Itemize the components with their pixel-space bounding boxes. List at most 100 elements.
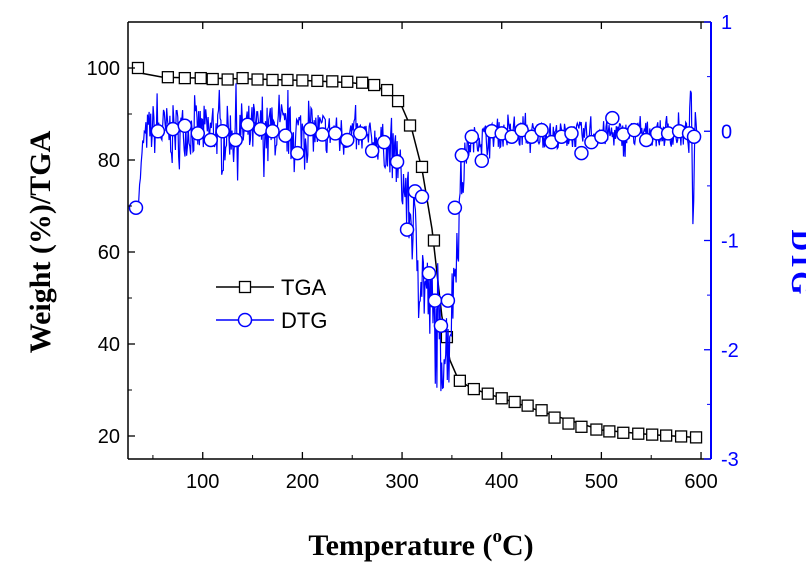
tga-point <box>281 73 294 87</box>
tga-point <box>535 404 548 417</box>
tga-point <box>521 399 534 412</box>
legend-tga-marker <box>238 280 252 294</box>
y-tick-label: 20 <box>98 426 120 448</box>
y2-axis-title: DTG <box>785 229 806 294</box>
dtg-point <box>328 126 343 141</box>
y-tick-label: 80 <box>98 150 120 172</box>
tga-point <box>617 426 630 439</box>
tga-point <box>403 119 417 132</box>
dtg-point <box>177 118 193 134</box>
tga-point <box>236 71 249 85</box>
dtg-point <box>128 200 144 215</box>
tga-point <box>674 430 688 443</box>
x-tick-label: 600 <box>684 471 717 493</box>
dtg-point <box>303 121 318 137</box>
dtg-point <box>253 121 268 137</box>
dtg-point <box>564 126 579 141</box>
tga-point <box>311 74 324 88</box>
tga-point <box>178 71 191 85</box>
tga-point <box>380 83 394 97</box>
x-tick-label: 400 <box>485 471 518 493</box>
dtg-point <box>686 129 702 144</box>
tga-point <box>508 395 521 409</box>
tga-point <box>296 74 309 87</box>
tga-point <box>427 234 441 247</box>
dtg-point <box>240 117 255 132</box>
y-tick-label: 100 <box>87 58 120 80</box>
tga-point <box>590 423 603 436</box>
dtg-point <box>190 126 206 141</box>
tga-point <box>206 72 219 86</box>
legend-dtg-marker <box>237 312 253 328</box>
legend: TGA DTG <box>216 275 327 333</box>
dtg-point <box>433 318 449 333</box>
tga-point <box>221 73 234 86</box>
dtg-point <box>514 122 529 138</box>
dtg-point <box>215 124 230 139</box>
tga-point <box>356 76 369 89</box>
y2-tick-label: -3 <box>721 449 739 471</box>
tga-point <box>266 73 279 87</box>
tga-point <box>632 427 645 440</box>
legend-dtg-label: DTG <box>281 308 327 333</box>
dtg-point <box>574 145 589 161</box>
tga-point <box>391 94 405 108</box>
dtg-point <box>228 132 243 148</box>
dtg-point <box>290 145 305 161</box>
axes: 100 200 300 400 500 600 20 40 60 80 100 -3 -2 -1 0 1 <box>87 12 739 493</box>
dtg-point <box>627 122 642 138</box>
dtg-point <box>464 129 480 144</box>
x-tick-label: 200 <box>286 471 319 493</box>
tga-point <box>481 387 494 400</box>
tga-point <box>341 75 354 88</box>
dtg-series <box>128 83 702 392</box>
dtg-point <box>504 129 519 144</box>
y2-tick-label: 1 <box>721 12 732 34</box>
dtg-point <box>524 129 539 144</box>
dtg-point <box>638 132 654 148</box>
dtg-point <box>447 200 463 215</box>
tga-point <box>562 417 575 430</box>
dtg-point <box>534 122 549 138</box>
x-tick-label: 300 <box>385 471 418 493</box>
tga-point <box>575 420 588 433</box>
tga-point <box>495 392 508 405</box>
tga-point <box>548 411 561 424</box>
dtg-point <box>474 153 490 168</box>
dtg-point <box>339 132 355 148</box>
dtg-point <box>427 293 443 308</box>
dtg-point <box>421 266 437 281</box>
dtg-point <box>315 127 330 142</box>
dtg-point <box>376 134 392 150</box>
dtg-point <box>605 110 620 126</box>
tga-point <box>415 160 429 174</box>
tga-point <box>326 75 339 88</box>
y2-tick-label: -1 <box>721 231 739 253</box>
dtg-point <box>594 129 609 144</box>
tga-point <box>646 428 659 441</box>
tga-point <box>161 71 175 84</box>
dtg-point <box>278 128 293 143</box>
tga-point <box>453 374 467 387</box>
y2-tick-label: 0 <box>721 121 732 143</box>
y2-tick-label: -2 <box>721 340 739 362</box>
tga-point <box>467 382 480 396</box>
tga-point <box>689 431 703 444</box>
x-tick-label: 100 <box>186 471 219 493</box>
y-axis-title: Weight (%)/TGA <box>24 130 57 353</box>
tga-point <box>660 429 673 442</box>
y-tick-label: 60 <box>98 242 120 264</box>
legend-tga-label: TGA <box>281 275 327 300</box>
tga-point <box>603 425 616 438</box>
dtg-point <box>440 293 456 308</box>
tga-point <box>251 73 264 86</box>
y-tick-label: 40 <box>98 334 120 356</box>
dtg-point <box>165 121 181 137</box>
dtg-point <box>203 132 218 148</box>
tga-series <box>131 61 703 444</box>
dtg-point <box>352 126 368 141</box>
tga-point <box>368 78 381 92</box>
tga-point <box>194 71 207 85</box>
dtg-point <box>414 189 430 205</box>
